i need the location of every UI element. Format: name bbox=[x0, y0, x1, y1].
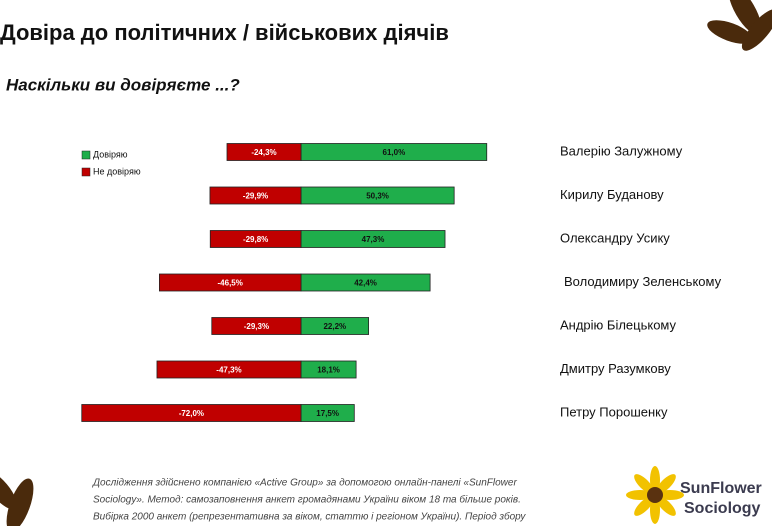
chart-subtitle: Наскільки ви довіряєте ...? bbox=[6, 75, 240, 94]
data-label: -29,8% bbox=[243, 235, 268, 244]
footnote: Вибірка 2000 анкет (репрезентативна за в… bbox=[93, 511, 526, 523]
bar bbox=[156, 360, 302, 379]
category-label: Олександру Усику bbox=[560, 230, 670, 245]
bar bbox=[159, 273, 302, 292]
footnote: Дослідження здійснено компанією «Active … bbox=[92, 478, 517, 489]
bar bbox=[209, 230, 302, 248]
data-label: 50,3% bbox=[366, 192, 389, 201]
data-label: -72,0% bbox=[179, 409, 204, 418]
logo-text: Sociology bbox=[684, 500, 761, 517]
legend-swatch bbox=[81, 150, 91, 160]
footnote: Sociology». Метод: самозаповнення анкет … bbox=[93, 494, 521, 506]
bar bbox=[81, 404, 302, 422]
category-label: Володимиру Зеленському bbox=[564, 274, 722, 289]
data-label: 47,3% bbox=[362, 235, 385, 244]
legend-label: Довіряю bbox=[93, 149, 128, 159]
legend-label: Не довіряю bbox=[93, 166, 141, 176]
category-label: Валерію Залужному bbox=[560, 143, 683, 158]
data-label: 42,4% bbox=[354, 279, 377, 288]
data-label: -29,3% bbox=[244, 322, 269, 331]
bar bbox=[209, 186, 302, 205]
logo: SunFlower Sociology bbox=[626, 466, 762, 524]
category-label: Кирилу Буданову bbox=[560, 187, 664, 202]
chart-title: Довіра до політичних / військових діячів bbox=[0, 20, 449, 45]
legend-swatch bbox=[81, 167, 91, 177]
data-label: -29,9% bbox=[243, 192, 268, 201]
data-label: -24,3% bbox=[251, 148, 276, 157]
logo-text: SunFlower bbox=[680, 480, 762, 497]
data-label: 17,5% bbox=[316, 409, 339, 418]
bar bbox=[211, 317, 302, 335]
data-label: -47,3% bbox=[216, 366, 241, 375]
data-label: -46,5% bbox=[218, 279, 243, 288]
data-label: 18,1% bbox=[317, 366, 340, 375]
category-label: Андрію Білецькому bbox=[560, 317, 677, 332]
data-label: 61,0% bbox=[383, 148, 406, 157]
bar bbox=[226, 143, 302, 161]
category-label: Дмитру Разумкову bbox=[560, 361, 671, 376]
data-label: 22,2% bbox=[323, 322, 346, 331]
category-label: Петру Порошенку bbox=[560, 404, 668, 419]
